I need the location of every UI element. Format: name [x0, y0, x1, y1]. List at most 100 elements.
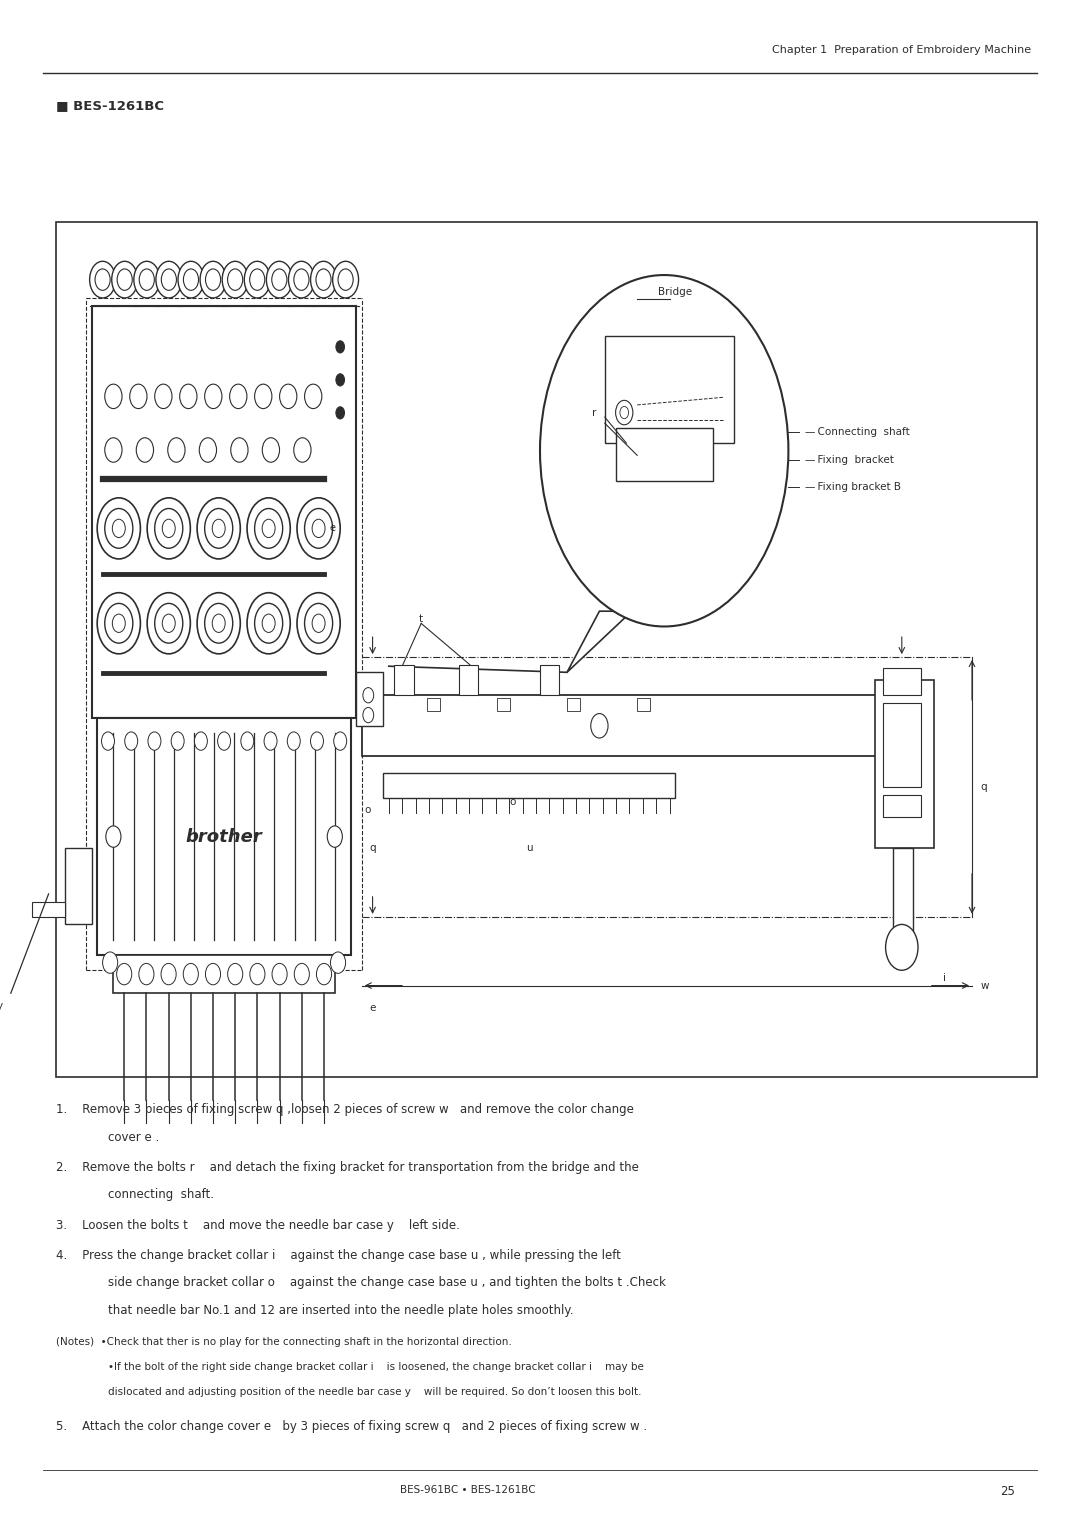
- Circle shape: [222, 261, 248, 298]
- Circle shape: [162, 520, 175, 538]
- Circle shape: [886, 924, 918, 970]
- Circle shape: [305, 384, 322, 408]
- Circle shape: [154, 509, 183, 549]
- Text: t: t: [419, 614, 423, 623]
- Text: e: e: [369, 1004, 376, 1013]
- Circle shape: [262, 520, 275, 538]
- Circle shape: [125, 732, 138, 750]
- Bar: [497, 698, 510, 711]
- Text: q: q: [981, 782, 987, 792]
- Text: q: q: [369, 843, 376, 853]
- Text: u: u: [526, 843, 532, 853]
- Circle shape: [311, 261, 337, 298]
- Circle shape: [294, 437, 311, 461]
- Circle shape: [130, 384, 147, 408]
- Text: brother: brother: [186, 828, 262, 845]
- Circle shape: [179, 384, 197, 408]
- Text: o: o: [364, 805, 370, 814]
- Text: Chapter 1  Preparation of Embroidery Machine: Chapter 1 Preparation of Embroidery Mach…: [772, 44, 1031, 55]
- Text: w: w: [981, 981, 989, 990]
- Text: that needle bar No.1 and 12 are inserted into the needle plate holes smoothly.: that needle bar No.1 and 12 are inserted…: [108, 1303, 573, 1317]
- Circle shape: [338, 269, 353, 290]
- Circle shape: [112, 614, 125, 633]
- Circle shape: [161, 269, 176, 290]
- Circle shape: [111, 261, 137, 298]
- Circle shape: [247, 593, 291, 654]
- Circle shape: [336, 341, 345, 353]
- Circle shape: [297, 593, 340, 654]
- Bar: [113, 955, 335, 993]
- Bar: [883, 668, 921, 695]
- Circle shape: [265, 732, 278, 750]
- Bar: [92, 306, 356, 718]
- Bar: [394, 665, 414, 695]
- Circle shape: [171, 732, 184, 750]
- Circle shape: [105, 384, 122, 408]
- Circle shape: [294, 963, 309, 986]
- Text: — Connecting  shaft: — Connecting shaft: [805, 428, 909, 437]
- Text: 5.    Attach the color change cover e   by 3 pieces of fixing screw q   and 2 pi: 5. Attach the color change cover e by 3 …: [56, 1420, 647, 1433]
- Circle shape: [139, 963, 154, 986]
- Text: 3.    Loosen the bolts t    and move the needle bar case y    left side.: 3. Loosen the bolts t and move the needl…: [56, 1219, 460, 1232]
- Circle shape: [333, 261, 359, 298]
- Circle shape: [154, 384, 172, 408]
- Text: r: r: [592, 408, 596, 417]
- Circle shape: [95, 269, 110, 290]
- Circle shape: [117, 269, 132, 290]
- Circle shape: [330, 952, 346, 973]
- Circle shape: [161, 963, 176, 986]
- Circle shape: [249, 269, 265, 290]
- Circle shape: [316, 963, 332, 986]
- Text: dislocated and adjusting position of the needle bar case y    will be required. : dislocated and adjusting position of the…: [108, 1386, 642, 1397]
- Circle shape: [262, 614, 275, 633]
- Circle shape: [363, 688, 374, 703]
- Circle shape: [205, 509, 233, 549]
- Circle shape: [200, 261, 226, 298]
- Circle shape: [184, 963, 199, 986]
- Text: i: i: [944, 973, 946, 983]
- Circle shape: [136, 437, 153, 461]
- Text: cover e .: cover e .: [108, 1131, 159, 1144]
- Circle shape: [147, 593, 190, 654]
- Circle shape: [112, 520, 125, 538]
- Bar: [65, 848, 92, 924]
- Circle shape: [334, 732, 347, 750]
- Bar: [893, 848, 913, 947]
- Text: — Fixing  bracket: — Fixing bracket: [805, 455, 893, 465]
- Circle shape: [205, 269, 220, 290]
- Circle shape: [198, 593, 241, 654]
- Circle shape: [288, 261, 314, 298]
- Bar: [32, 902, 65, 917]
- Circle shape: [312, 614, 325, 633]
- Bar: [356, 672, 383, 726]
- Circle shape: [198, 498, 241, 559]
- Circle shape: [255, 604, 283, 643]
- Circle shape: [148, 732, 161, 750]
- Bar: [459, 665, 478, 695]
- Circle shape: [105, 604, 133, 643]
- Text: •If the bolt of the right side change bracket collar i    is loosened, the chang: •If the bolt of the right side change br…: [108, 1361, 644, 1372]
- Text: 25: 25: [1000, 1485, 1015, 1499]
- Bar: [875, 680, 934, 848]
- Circle shape: [205, 384, 222, 408]
- Circle shape: [305, 509, 333, 549]
- Bar: [567, 698, 580, 711]
- Circle shape: [117, 963, 132, 986]
- Text: 1.    Remove 3 pieces of fixing screw q ,loosen 2 pieces of screw w   and remove: 1. Remove 3 pieces of fixing screw q ,lo…: [56, 1103, 634, 1117]
- Bar: [427, 698, 440, 711]
- Circle shape: [591, 714, 608, 738]
- Circle shape: [154, 604, 183, 643]
- Circle shape: [97, 593, 140, 654]
- Circle shape: [162, 614, 175, 633]
- Circle shape: [294, 269, 309, 290]
- Circle shape: [205, 604, 233, 643]
- Circle shape: [287, 732, 300, 750]
- Text: (Notes)  •Check that ther is no play for the connecting shaft in the horizontal : (Notes) •Check that ther is no play for …: [56, 1337, 512, 1348]
- Text: e: e: [329, 524, 336, 533]
- Circle shape: [218, 732, 231, 750]
- Circle shape: [199, 437, 217, 461]
- Bar: [605, 336, 734, 443]
- Circle shape: [327, 825, 342, 847]
- Bar: [883, 795, 921, 817]
- Text: — Fixing bracket B: — Fixing bracket B: [805, 483, 901, 492]
